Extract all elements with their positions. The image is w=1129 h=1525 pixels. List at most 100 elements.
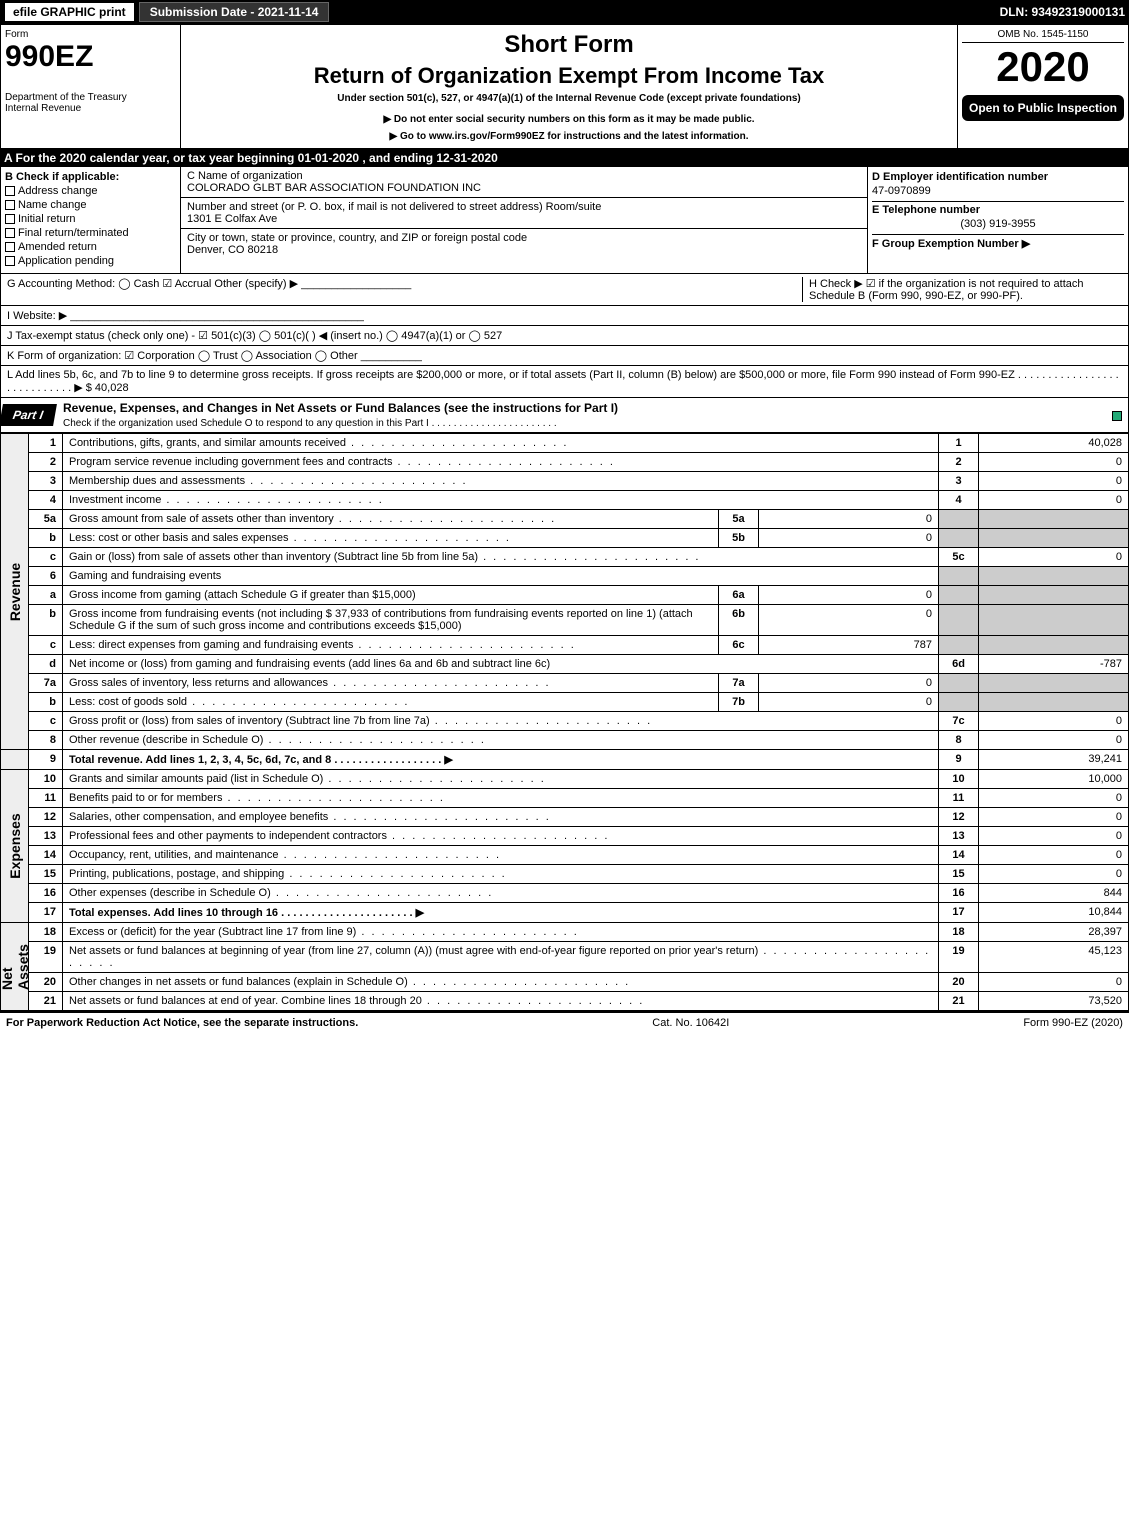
line6a-subval: 0 [759, 586, 939, 605]
line6c-desc: Less: direct expenses from gaming and fu… [69, 639, 576, 651]
row-h-schedule-b: H Check ▶ ☑ if the organization is not r… [802, 277, 1122, 302]
city-label: City or town, state or province, country… [187, 232, 527, 244]
check-amended-return[interactable]: Amended return [5, 241, 176, 253]
line18-desc: Excess or (deficit) for the year (Subtra… [69, 926, 579, 938]
line19-code: 19 [939, 942, 979, 973]
part1-schedule-o-checkbox[interactable] [1112, 411, 1122, 421]
line1-val: 40,028 [979, 434, 1129, 453]
tel-value: (303) 919-3955 [872, 218, 1124, 230]
line8-num: 8 [29, 731, 63, 750]
check-application-pending[interactable]: Application pending [5, 255, 176, 267]
submission-date: Submission Date - 2021-11-14 [139, 2, 330, 22]
line20-desc: Other changes in net assets or fund bala… [69, 976, 630, 988]
form-number: 990EZ [5, 40, 176, 74]
line5c-val: 0 [979, 548, 1129, 567]
line11-desc: Benefits paid to or for members [69, 792, 445, 804]
part1-title: Revenue, Expenses, and Changes in Net As… [63, 401, 618, 415]
line5c-num: c [29, 548, 63, 567]
line6d-desc: Net income or (loss) from gaming and fun… [63, 655, 939, 674]
org-address: 1301 E Colfax Ave [187, 213, 277, 225]
line20-num: 20 [29, 973, 63, 992]
line5c-code: 5c [939, 548, 979, 567]
line5a-subcode: 5a [719, 510, 759, 529]
line20-code: 20 [939, 973, 979, 992]
row-i-website: I Website: ▶ ___________________________… [0, 306, 1129, 326]
line10-num: 10 [29, 770, 63, 789]
line6c-num: c [29, 636, 63, 655]
line14-code: 14 [939, 846, 979, 865]
line7a-desc: Gross sales of inventory, less returns a… [69, 677, 551, 689]
line18-num: 18 [29, 923, 63, 942]
subtitle: Under section 501(c), 527, or 4947(a)(1)… [187, 93, 951, 104]
check-initial-return[interactable]: Initial return [5, 213, 176, 225]
check-name-change[interactable]: Name change [5, 199, 176, 211]
line5a-grey2 [979, 510, 1129, 529]
line17-code: 17 [939, 903, 979, 923]
topbar: efile GRAPHIC print Submission Date - 20… [0, 0, 1129, 24]
line6b-subcode: 6b [719, 605, 759, 636]
line3-num: 3 [29, 472, 63, 491]
line5a-num: 5a [29, 510, 63, 529]
line6b-subval: 0 [759, 605, 939, 636]
row-a-period: A For the 2020 calendar year, or tax yea… [0, 149, 1129, 167]
line21-val: 73,520 [979, 992, 1129, 1011]
ssn-warning: ▶ Do not enter social security numbers o… [187, 114, 951, 125]
line6b-desc: Gross income from fundraising events (no… [63, 605, 719, 636]
line2-code: 2 [939, 453, 979, 472]
tax-year: 2020 [962, 43, 1124, 91]
line12-val: 0 [979, 808, 1129, 827]
line10-desc: Grants and similar amounts paid (list in… [69, 773, 546, 785]
line7b-desc: Less: cost of goods sold [69, 696, 410, 708]
group-exemption-label: F Group Exemption Number ▶ [872, 238, 1030, 250]
line9-num: 9 [29, 750, 63, 770]
line14-desc: Occupancy, rent, utilities, and maintena… [69, 849, 501, 861]
line13-num: 13 [29, 827, 63, 846]
line9-desc: Total revenue. Add lines 1, 2, 3, 4, 5c,… [69, 754, 453, 766]
omb: OMB No. 1545-1150 [962, 29, 1124, 43]
line6-desc: Gaming and fundraising events [63, 567, 939, 586]
line10-code: 10 [939, 770, 979, 789]
line19-desc: Net assets or fund balances at beginning… [69, 945, 930, 969]
line3-val: 0 [979, 472, 1129, 491]
org-city: Denver, CO 80218 [187, 244, 278, 256]
line4-code: 4 [939, 491, 979, 510]
line18-val: 28,397 [979, 923, 1129, 942]
goto-link[interactable]: ▶ Go to www.irs.gov/Form990EZ for instru… [187, 131, 951, 142]
check-final-return[interactable]: Final return/terminated [5, 227, 176, 239]
line7b-subcode: 7b [719, 693, 759, 712]
line18-code: 18 [939, 923, 979, 942]
line16-val: 844 [979, 884, 1129, 903]
line14-num: 14 [29, 846, 63, 865]
netassets-sidetab: Net Assets [0, 944, 31, 990]
line14-val: 0 [979, 846, 1129, 865]
check-address-change[interactable]: Address change [5, 185, 176, 197]
line6d-val: -787 [979, 655, 1129, 674]
line3-desc: Membership dues and assessments [69, 475, 468, 487]
line6a-desc: Gross income from gaming (attach Schedul… [63, 586, 719, 605]
line15-desc: Printing, publications, postage, and shi… [69, 868, 507, 880]
line4-desc: Investment income [69, 494, 384, 506]
line11-num: 11 [29, 789, 63, 808]
line16-code: 16 [939, 884, 979, 903]
line6-num: 6 [29, 567, 63, 586]
line12-num: 12 [29, 808, 63, 827]
line7b-subval: 0 [759, 693, 939, 712]
line20-val: 0 [979, 973, 1129, 992]
return-title: Return of Organization Exempt From Incom… [187, 63, 951, 89]
org-name: COLORADO GLBT BAR ASSOCIATION FOUNDATION… [187, 182, 481, 194]
check-b-title: B Check if applicable: [5, 171, 119, 183]
line5b-desc: Less: cost or other basis and sales expe… [69, 532, 511, 544]
identity-block: B Check if applicable: Address change Na… [0, 167, 1129, 274]
line19-val: 45,123 [979, 942, 1129, 973]
form-header: Form 990EZ Department of the Treasury In… [0, 24, 1129, 149]
line19-num: 19 [29, 942, 63, 973]
line21-code: 21 [939, 992, 979, 1011]
efile-print-button[interactable]: efile GRAPHIC print [4, 2, 135, 22]
line6a-num: a [29, 586, 63, 605]
line7a-subval: 0 [759, 674, 939, 693]
line5b-subcode: 5b [719, 529, 759, 548]
dept-treasury: Department of the Treasury Internal Reve… [5, 92, 176, 114]
line3-code: 3 [939, 472, 979, 491]
line12-desc: Salaries, other compensation, and employ… [69, 811, 551, 823]
open-public-inspection: Open to Public Inspection [962, 95, 1124, 121]
